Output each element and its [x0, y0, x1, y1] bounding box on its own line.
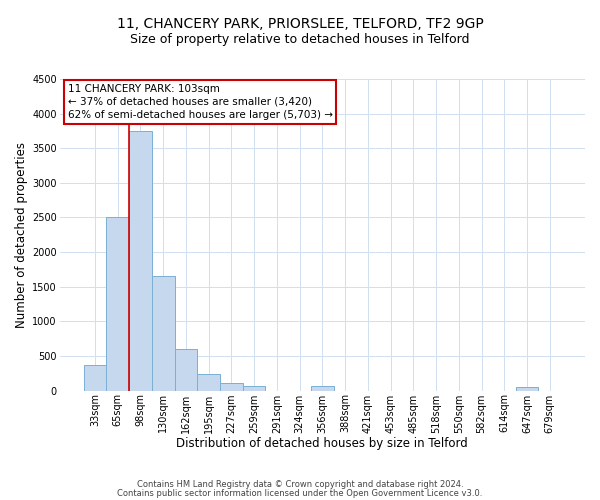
- Bar: [175, 349, 197, 391]
- Bar: [83, 364, 106, 390]
- Y-axis label: Number of detached properties: Number of detached properties: [15, 142, 28, 328]
- Text: 11 CHANCERY PARK: 103sqm
← 37% of detached houses are smaller (3,420)
62% of sem: 11 CHANCERY PARK: 103sqm ← 37% of detach…: [68, 84, 332, 120]
- Bar: [515, 387, 538, 390]
- Bar: [106, 218, 129, 390]
- Bar: [220, 383, 243, 390]
- Bar: [197, 374, 220, 390]
- Bar: [243, 386, 265, 390]
- Bar: [129, 131, 152, 390]
- Text: 11, CHANCERY PARK, PRIORSLEE, TELFORD, TF2 9GP: 11, CHANCERY PARK, PRIORSLEE, TELFORD, T…: [116, 18, 484, 32]
- X-axis label: Distribution of detached houses by size in Telford: Distribution of detached houses by size …: [176, 437, 468, 450]
- Text: Contains HM Land Registry data © Crown copyright and database right 2024.: Contains HM Land Registry data © Crown c…: [137, 480, 463, 489]
- Bar: [152, 276, 175, 390]
- Text: Size of property relative to detached houses in Telford: Size of property relative to detached ho…: [130, 32, 470, 46]
- Bar: [311, 386, 334, 390]
- Text: Contains public sector information licensed under the Open Government Licence v3: Contains public sector information licen…: [118, 488, 482, 498]
